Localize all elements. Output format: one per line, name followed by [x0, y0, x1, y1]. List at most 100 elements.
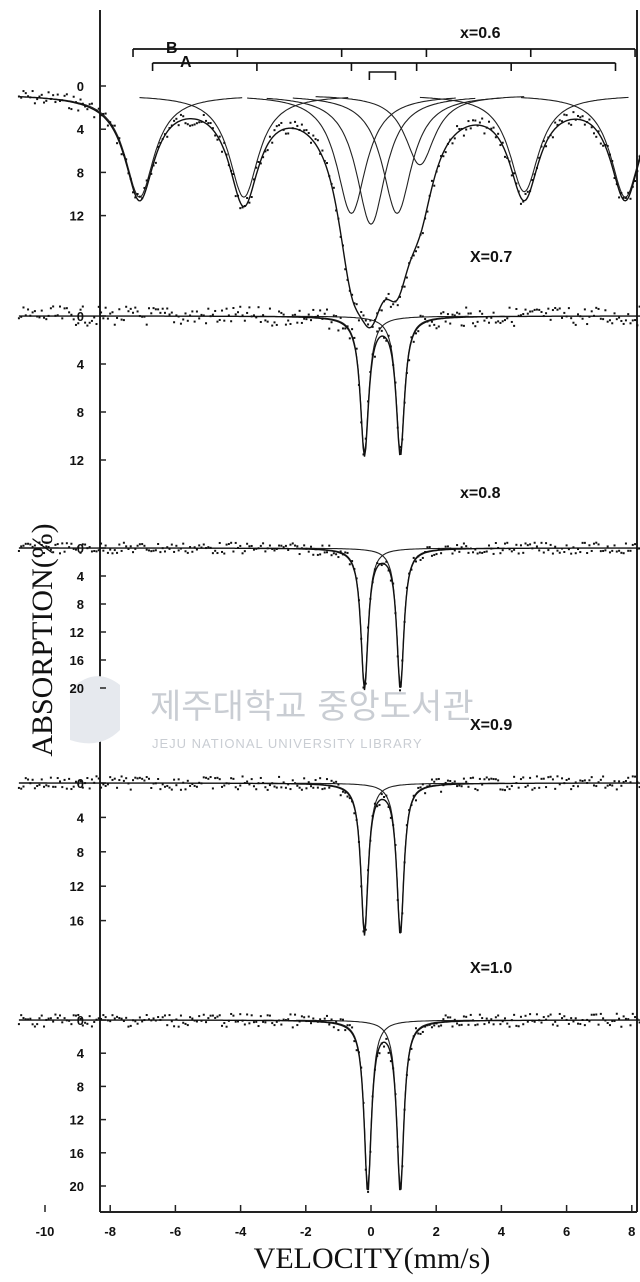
- data-point: [257, 547, 260, 550]
- data-point: [522, 551, 525, 554]
- data-point: [193, 123, 196, 126]
- data-point: [191, 124, 194, 127]
- data-point: [95, 1018, 98, 1021]
- data-point: [157, 308, 160, 311]
- data-point: [549, 318, 552, 321]
- data-point: [483, 319, 486, 322]
- data-point: [205, 322, 208, 325]
- data-point: [95, 323, 98, 326]
- data-point: [52, 94, 55, 97]
- data-point: [232, 307, 235, 310]
- data-point: [152, 549, 155, 552]
- data-point: [608, 319, 611, 322]
- data-point: [166, 135, 169, 138]
- data-point: [531, 179, 534, 182]
- data-point: [469, 312, 472, 315]
- data-point: [339, 550, 342, 553]
- data-point: [380, 793, 383, 796]
- data-point: [161, 783, 164, 786]
- data-point: [490, 777, 493, 780]
- data-point: [540, 541, 543, 544]
- data-point: [503, 319, 506, 322]
- data-point: [531, 547, 534, 550]
- data-point: [56, 314, 59, 317]
- data-point: [193, 784, 196, 787]
- data-point: [408, 262, 411, 265]
- data-point: [531, 788, 534, 791]
- y-tick-label: 4: [77, 569, 85, 584]
- data-point: [446, 1016, 449, 1019]
- data-point: [266, 547, 269, 550]
- data-point: [227, 314, 230, 317]
- data-point: [558, 783, 561, 786]
- data-point: [184, 1022, 187, 1025]
- data-point: [631, 1012, 634, 1015]
- data-point: [291, 779, 294, 782]
- data-point: [581, 317, 584, 320]
- data-point: [141, 315, 144, 318]
- data-point: [462, 777, 465, 780]
- data-point: [485, 1017, 488, 1020]
- data-point: [332, 552, 335, 555]
- data-point: [239, 207, 242, 210]
- data-point: [70, 313, 73, 316]
- data-point: [380, 1042, 383, 1045]
- data-point: [314, 315, 317, 318]
- data-point: [74, 1014, 77, 1017]
- data-point: [369, 597, 372, 600]
- data-point: [189, 1016, 192, 1019]
- y-tick-label: 12: [70, 1113, 84, 1128]
- data-point: [357, 1051, 360, 1054]
- data-point: [547, 776, 550, 779]
- data-point: [373, 1068, 376, 1071]
- data-point: [227, 164, 230, 167]
- data-point: [590, 126, 593, 129]
- data-point: [321, 149, 324, 152]
- data-point: [200, 1019, 203, 1022]
- data-point: [243, 550, 246, 553]
- data-point: [462, 1015, 465, 1018]
- data-point: [574, 118, 577, 121]
- data-point: [492, 778, 495, 781]
- data-point: [323, 159, 326, 162]
- data-point: [61, 1021, 64, 1024]
- y-tick-label: 4: [77, 122, 85, 137]
- watermark-logo: [70, 676, 120, 744]
- data-point: [31, 1023, 34, 1026]
- data-point: [380, 564, 383, 567]
- data-point: [444, 1014, 447, 1017]
- data-point: [58, 1014, 61, 1017]
- data-point: [209, 315, 212, 318]
- data-point: [572, 1020, 575, 1023]
- data-point: [387, 292, 390, 295]
- data-point: [316, 1020, 319, 1023]
- data-point: [17, 549, 20, 552]
- data-point: [111, 1014, 114, 1017]
- data-point: [248, 783, 251, 786]
- data-point: [341, 790, 344, 793]
- data-point: [141, 1020, 144, 1023]
- data-point: [239, 1013, 242, 1016]
- data-point: [289, 543, 292, 546]
- data-point: [40, 93, 43, 96]
- data-point: [503, 789, 506, 792]
- data-point: [152, 782, 155, 785]
- data-point: [175, 544, 178, 547]
- data-point: [510, 174, 513, 177]
- data-point: [182, 781, 185, 784]
- data-point: [209, 776, 212, 779]
- data-point: [533, 308, 536, 311]
- data-point: [211, 313, 214, 316]
- data-point: [426, 320, 429, 323]
- data-point: [65, 787, 68, 790]
- data-point: [497, 779, 500, 782]
- data-point: [396, 899, 399, 902]
- data-point: [241, 775, 244, 778]
- data-point: [70, 108, 73, 111]
- data-point: [556, 775, 559, 778]
- data-point: [234, 1020, 237, 1023]
- component-curve: [296, 547, 505, 689]
- data-point: [145, 1014, 148, 1017]
- data-point: [490, 1018, 493, 1021]
- data-point: [565, 1018, 568, 1021]
